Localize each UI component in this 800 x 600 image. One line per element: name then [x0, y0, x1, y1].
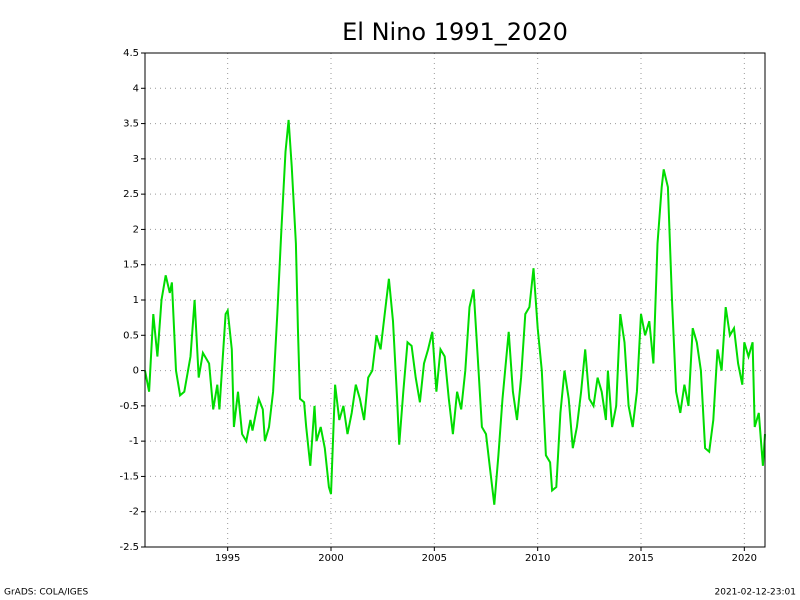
x-tick-label: 2005 [422, 553, 447, 564]
y-tick-label: 0 [133, 366, 139, 377]
y-tick-label: -2 [129, 507, 139, 518]
footer-left: GrADS: COLA/IGES [4, 588, 88, 598]
x-tick-label: 1995 [215, 553, 240, 564]
data-line [144, 119, 766, 505]
y-tick-label: 3.5 [123, 119, 139, 130]
y-tick-label: 1.5 [123, 260, 139, 271]
y-tick-label: 2.5 [123, 189, 139, 200]
x-tick-label: 2010 [525, 553, 550, 564]
y-tick-label: 0.5 [123, 330, 139, 341]
footer-right: 2021-02-12-23:01 [715, 588, 797, 598]
y-tick-label: -2.5 [119, 542, 139, 553]
x-tick-label: 2020 [732, 553, 757, 564]
y-tick-label: 4 [133, 83, 139, 94]
y-tick-label: 1 [133, 295, 139, 306]
x-tick-label: 2015 [628, 553, 653, 564]
plot-frame [144, 52, 766, 548]
y-tick-label: 4.5 [123, 48, 139, 59]
y-tick-label: -1 [129, 436, 139, 447]
chart-title: El Nino 1991_2020 [342, 18, 568, 46]
y-tick-label: 3 [133, 154, 139, 165]
y-tick-label: -1.5 [119, 471, 139, 482]
x-tick-label: 2000 [318, 553, 343, 564]
y-tick-label: -0.5 [119, 401, 139, 412]
y-tick-label: 2 [133, 224, 139, 235]
